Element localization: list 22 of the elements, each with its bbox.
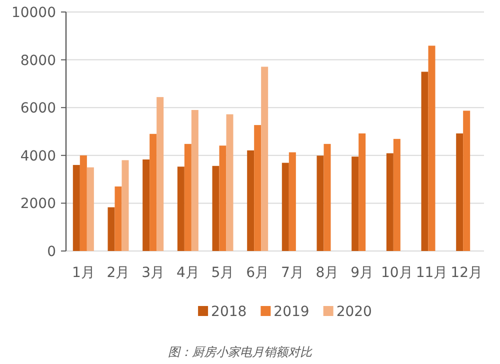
y-tick-label: 8000 (20, 52, 56, 69)
y-tick-label: 10000 (11, 5, 56, 21)
x-tick-label: 11月 (416, 265, 448, 281)
x-tick-label: 5月 (211, 265, 234, 281)
x-tick-label: 9月 (350, 265, 374, 281)
x-tick-label: 4月 (176, 265, 200, 281)
x-tick-label: 8月 (316, 265, 339, 281)
legend-label: 2019 (274, 304, 310, 320)
x-tick-label: 6月 (246, 265, 270, 281)
x-tick-label: 10月 (381, 265, 413, 281)
x-tick-label: 12月 (450, 265, 482, 281)
x-tick-label: 3月 (142, 265, 165, 281)
y-tick-label: 4000 (20, 148, 56, 164)
y-tick-label: 2000 (20, 196, 56, 212)
y-tick-label: 0 (47, 244, 56, 260)
text: 图：厨房小家电月销额对比 (168, 345, 313, 359)
x-tick-label: 2月 (106, 265, 130, 281)
legend-label: 2020 (336, 304, 372, 320)
legend-label: 2018 (211, 304, 247, 320)
x-tick-label: 7月 (280, 265, 304, 281)
y-tick-label: 6000 (20, 100, 56, 117)
x-tick-label: 1月 (72, 265, 95, 281)
